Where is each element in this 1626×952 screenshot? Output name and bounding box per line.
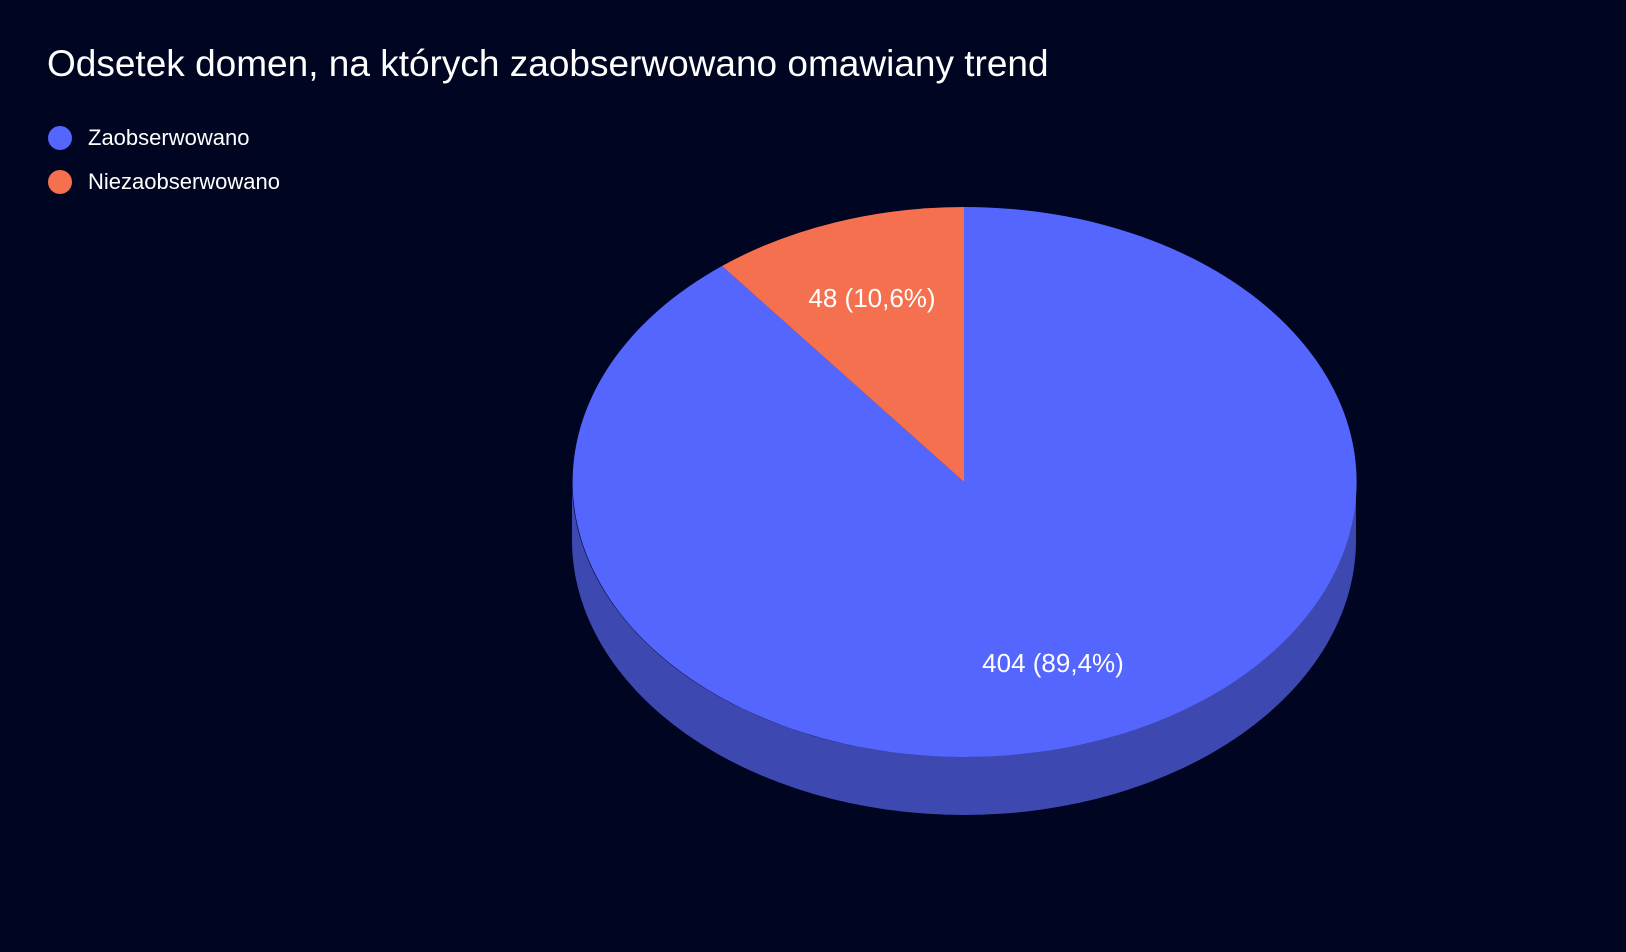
legend-item-zaobserwowano[interactable]: Zaobserwowano (48, 116, 280, 160)
slice-label-zaobserwowano: 404 (89,4%) (982, 648, 1124, 678)
pie-side-zaobserwowano (572, 482, 1356, 815)
legend: Zaobserwowano Niezaobserwowano (48, 116, 280, 204)
legend-label: Niezaobserwowano (88, 169, 280, 194)
legend-dot-icon (48, 126, 72, 150)
chart-title: Odsetek domen, na których zaobserwowano … (47, 43, 1049, 84)
pie-slice-niezaobserwowano[interactable] (722, 207, 964, 482)
pie-slice-zaobserwowano[interactable] (572, 206, 1357, 757)
legend-dot-icon (48, 170, 72, 194)
legend-label: Zaobserwowano (88, 125, 250, 150)
slice-label-niezaobserwowano: 48 (10,6%) (808, 283, 935, 313)
legend-item-niezaobserwowano[interactable]: Niezaobserwowano (48, 160, 280, 204)
